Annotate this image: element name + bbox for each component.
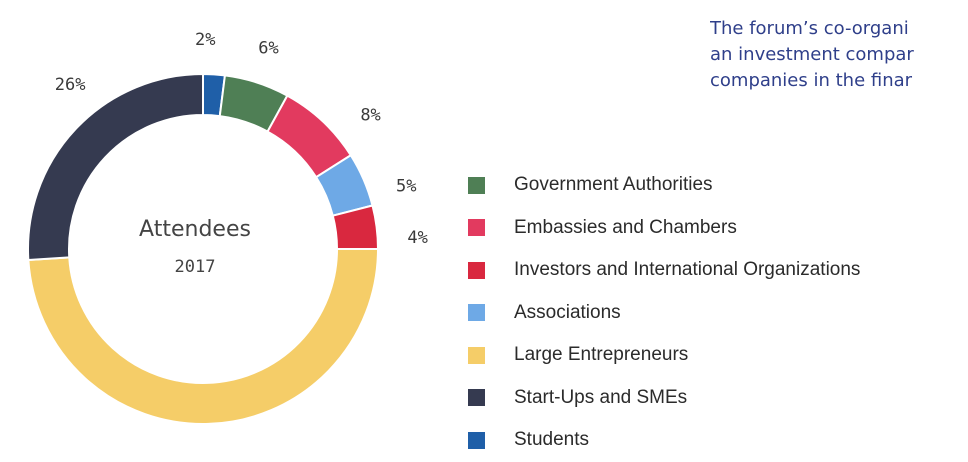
center-title: Attendees	[139, 217, 251, 242]
legend-item: Start-Ups and SMEs	[468, 377, 860, 420]
legend-swatch	[468, 261, 485, 279]
legend-label: Associations	[514, 301, 621, 323]
center-subtitle: 2017	[175, 257, 216, 277]
legend-label: Students	[514, 429, 589, 451]
header-text: The forum’s co-organi an investment comp…	[710, 16, 968, 94]
legend-item: Associations	[468, 292, 860, 335]
legend-label: Investors and International Organization…	[514, 259, 861, 281]
legend-label: Start-Ups and SMEs	[514, 386, 688, 408]
legend-swatch	[468, 389, 485, 407]
legend-label: Large Entrepreneurs	[514, 344, 689, 366]
header-line: The forum’s co-organi	[710, 18, 909, 39]
legend-swatch	[468, 431, 485, 449]
header-line: an investment compar	[710, 44, 914, 65]
legend-label: Embassies and Chambers	[514, 216, 737, 238]
legend-item: Embassies and Chambers	[468, 207, 860, 250]
slice-percent-label: 26%	[55, 75, 86, 95]
legend-swatch	[468, 219, 485, 237]
slice-labels: 2%6%8%5%4%49%26%	[55, 30, 428, 248]
legend-swatch	[468, 176, 485, 194]
legend-swatch	[468, 346, 485, 364]
slice-percent-label: 5%	[396, 176, 416, 196]
slice-percent-label: 6%	[258, 38, 278, 58]
slice-percent-label: 4%	[407, 228, 427, 248]
donut-slice	[27, 248, 380, 425]
donut-slice	[27, 72, 204, 262]
legend-label: Government Authorities	[514, 174, 713, 196]
legend-item: Investors and International Organization…	[468, 249, 860, 292]
slice-percent-label: 2%	[195, 30, 215, 50]
legend-swatch	[468, 304, 485, 322]
slice-percent-label: 8%	[360, 105, 380, 125]
chart-legend: Government Authorities Embassies and Cham…	[468, 164, 860, 462]
legend-item: Large Entrepreneurs	[468, 334, 860, 377]
header-line: companies in the finar	[710, 70, 913, 91]
legend-item: Students	[468, 419, 860, 462]
donut-slices	[27, 72, 380, 425]
legend-item: Government Authorities	[468, 164, 860, 207]
